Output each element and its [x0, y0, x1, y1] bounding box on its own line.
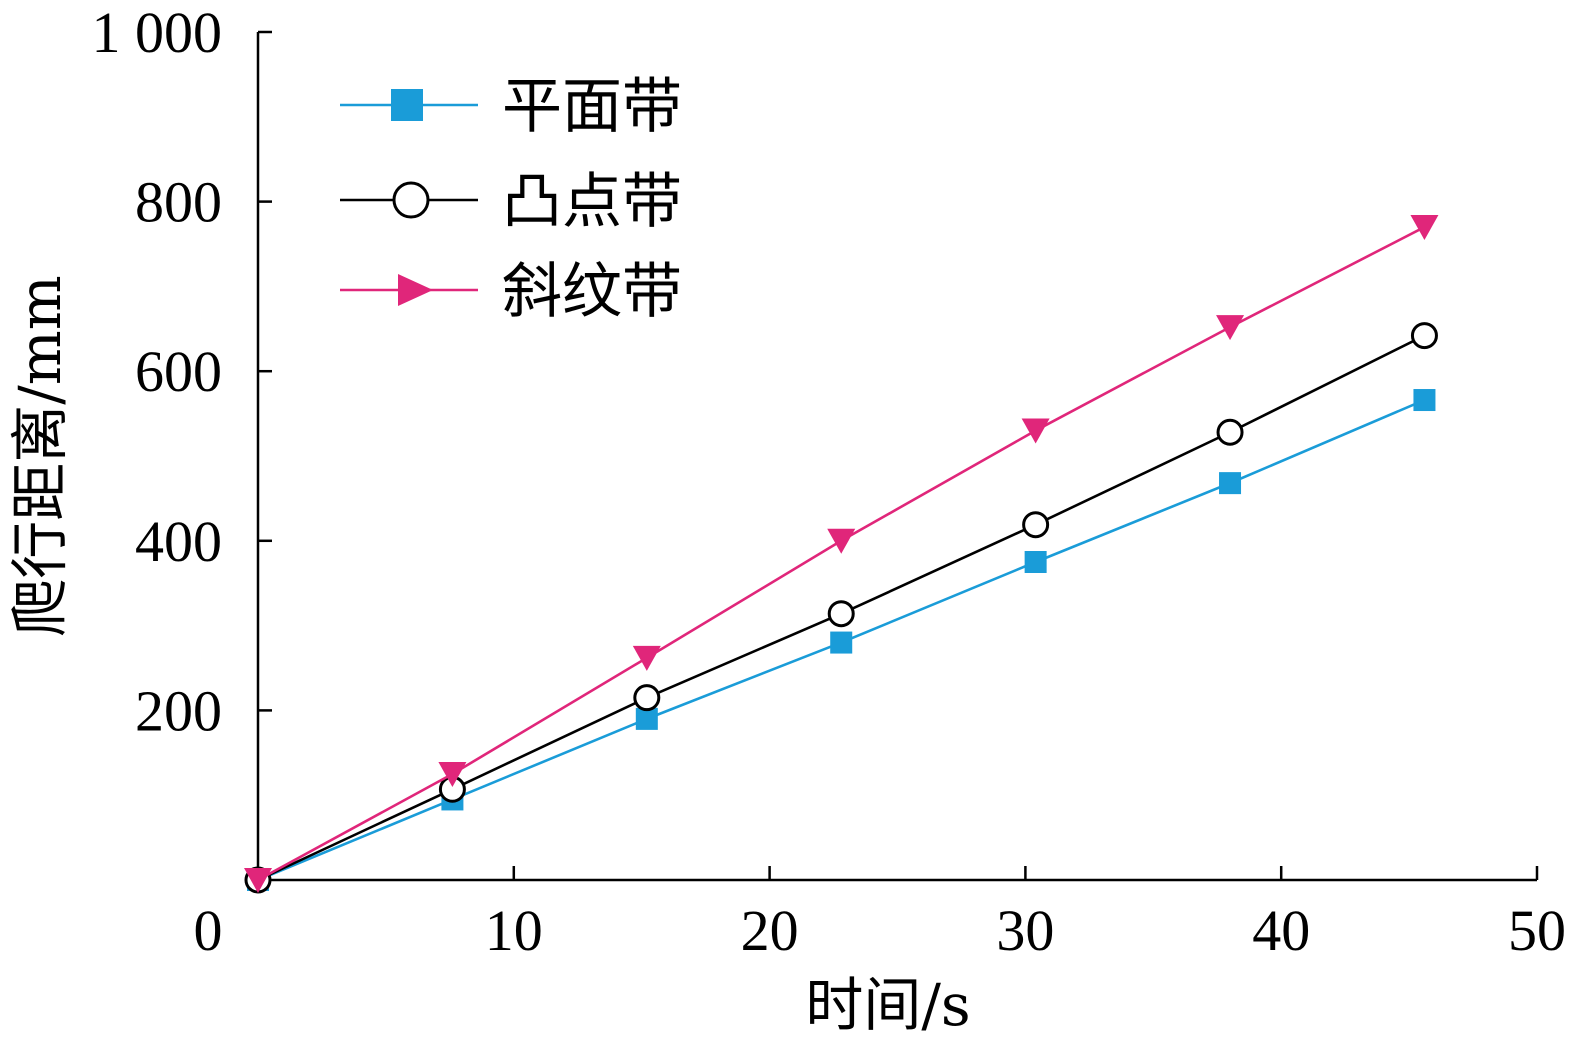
data-point — [1219, 472, 1242, 495]
series-2 — [244, 322, 1438, 894]
data-point — [1413, 389, 1436, 412]
y-tick-label: 400 — [135, 509, 222, 574]
y-tick-label: 200 — [135, 678, 222, 743]
data-point — [635, 707, 658, 730]
x-tick-label: 30 — [996, 898, 1054, 963]
legend-label: 凸点带 — [502, 167, 682, 237]
data-point — [1216, 418, 1244, 446]
y-tick-label: 800 — [135, 170, 222, 235]
data-point — [827, 600, 855, 628]
x-axis-title: 时间/s — [805, 971, 970, 1039]
data-point — [830, 631, 853, 654]
y-tick-label: 1 000 — [92, 0, 223, 65]
x-tick-label: 40 — [1252, 898, 1310, 963]
legend-marker — [392, 181, 430, 219]
data-point — [632, 645, 661, 671]
legend-marker — [391, 89, 423, 121]
data-point — [1021, 418, 1050, 444]
data-point — [244, 868, 272, 893]
legend-item-1: 平面带 — [340, 72, 682, 142]
legend-marker — [398, 274, 433, 306]
series-layer — [244, 215, 1439, 894]
data-point — [1410, 215, 1439, 241]
series-3 — [244, 215, 1439, 893]
x-tick-label: 10 — [485, 898, 543, 963]
data-point — [1410, 322, 1438, 350]
x-tick-label: 20 — [741, 898, 799, 963]
legend-item-3: 斜纹带 — [340, 257, 682, 327]
series-1 — [247, 389, 1436, 891]
ticks: 0 10 20 30 40 50 200 400 600 800 1 000 — [92, 0, 1567, 963]
data-point — [1022, 511, 1050, 539]
y-tick-label: 600 — [135, 339, 222, 404]
x-tick-label: 0 — [194, 898, 223, 963]
legend-label: 平面带 — [502, 72, 682, 142]
data-point — [633, 684, 661, 712]
axes — [256, 32, 1537, 882]
data-point — [1024, 551, 1047, 573]
data-point — [1216, 315, 1245, 341]
data-point — [438, 762, 467, 787]
legend-label: 斜纹带 — [502, 257, 682, 327]
y-axis-title: 爬行距离/mm — [6, 275, 74, 637]
data-point — [827, 528, 856, 554]
legend-item-2: 凸点带 — [340, 167, 682, 237]
x-tick-label: 50 — [1508, 898, 1566, 963]
